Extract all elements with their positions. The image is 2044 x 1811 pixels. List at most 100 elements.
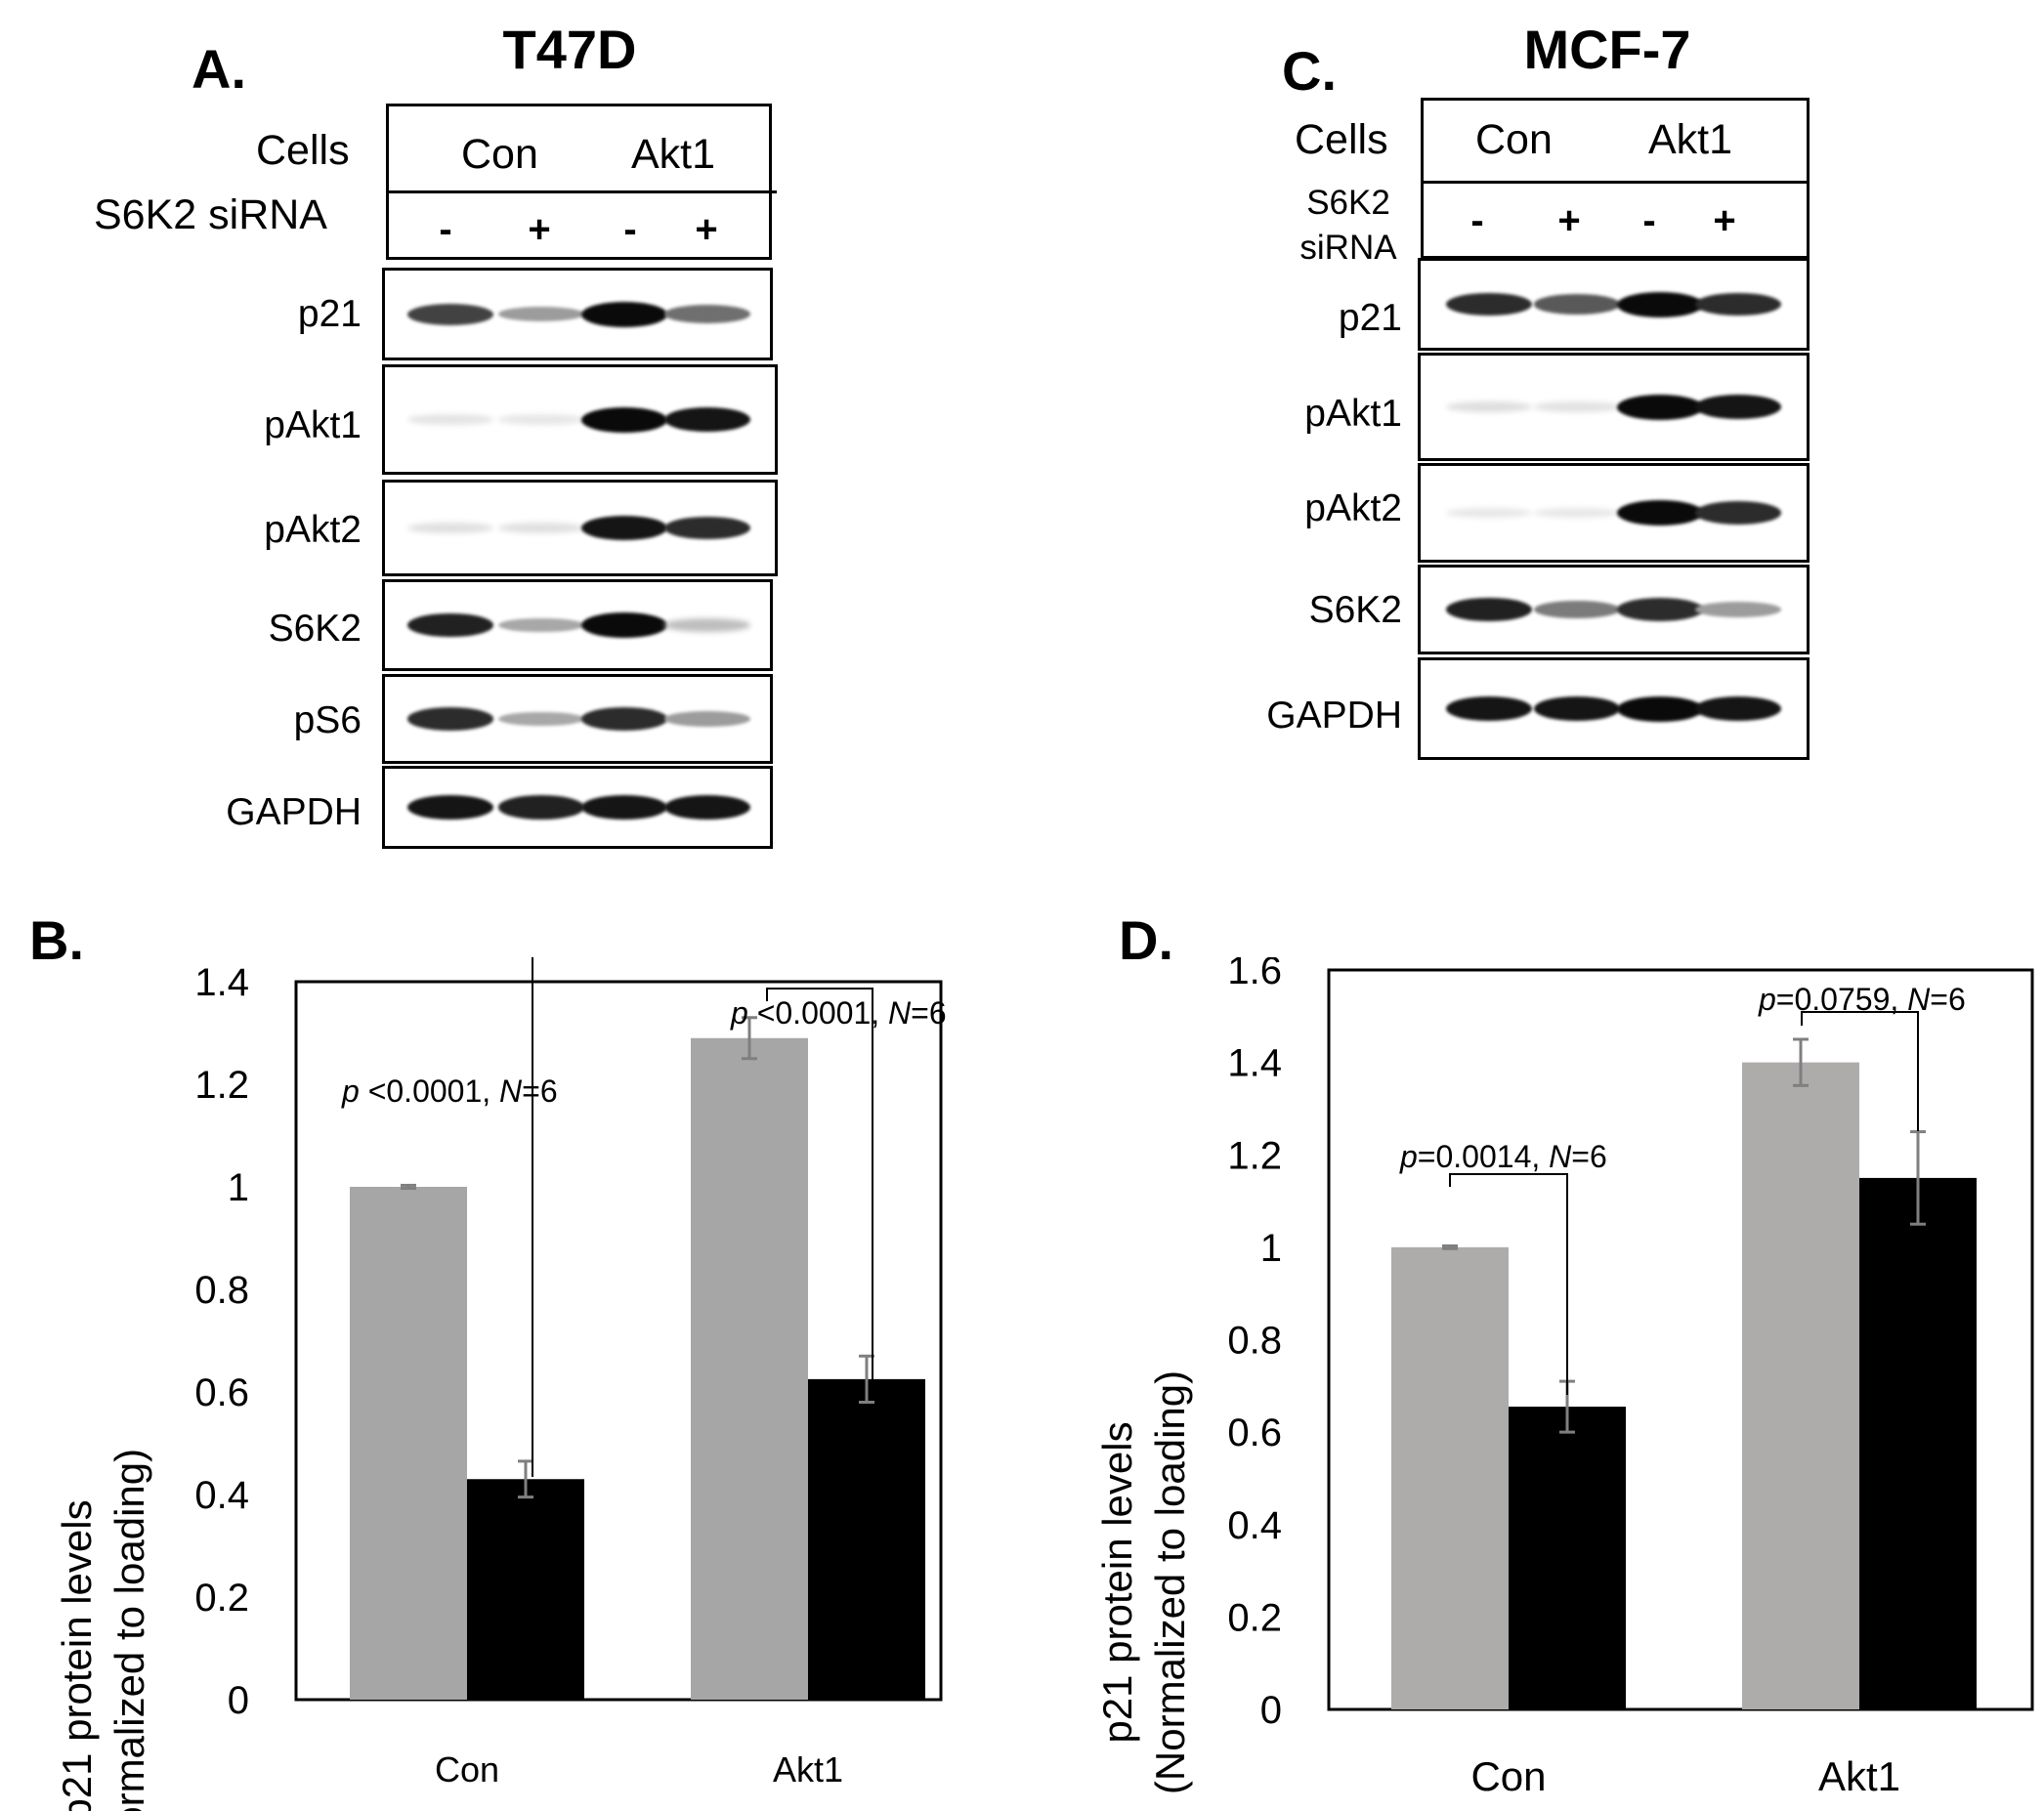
blot-band <box>581 707 667 731</box>
blot-band <box>1446 507 1532 519</box>
panel-c-row-label-p21: p21 <box>1338 297 1402 339</box>
panel-c-blot-gapdh <box>1418 657 1810 760</box>
panel-a-lane1-sign: - <box>439 208 452 251</box>
panel-a-blot-pakt2 <box>382 480 778 576</box>
blot-band <box>1617 500 1703 526</box>
panel-a-row-label-ps6: pS6 <box>293 699 362 741</box>
n-value: =6 <box>1930 982 1965 1017</box>
panel-a-group-con: Con <box>461 131 538 178</box>
panel-a-lane2-sign: + <box>528 208 551 251</box>
panel-c-row-label-pakt2: pAkt2 <box>1304 487 1402 529</box>
y-tick-label: 1.2 <box>194 1064 249 1107</box>
x-category-label: Con <box>1470 1753 1546 1799</box>
blot-band <box>1534 695 1620 722</box>
p-value: <0.0001, <box>748 995 888 1031</box>
blot-band <box>498 306 584 322</box>
chart-d-ylabel-line1: p21 protein levels <box>1094 1421 1140 1743</box>
chart-d-ylabel-line2: (Normalized to loading) <box>1147 1370 1193 1794</box>
p-symbol: p <box>1399 1139 1418 1174</box>
panel-a-row-label-p21: p21 <box>297 293 362 335</box>
bar <box>808 1378 925 1700</box>
panel-a-sirna-label: S6K2 siRNA <box>94 191 327 238</box>
blot-band <box>407 414 493 425</box>
chart-d: 0 0.2 0.4 0.6 0.8 1 1.2 1.4 1.6 Con Akt1 p=0.0014, … <box>1094 957 2034 1799</box>
blot-band <box>664 305 750 323</box>
p-value-annotation: p <0.0001, N=6 <box>730 995 947 1031</box>
p-value: =0.0014, <box>1418 1139 1549 1174</box>
panel-c-lane2-sign: + <box>1557 199 1581 242</box>
p-value: =0.0759, <box>1776 982 1907 1017</box>
y-tick-label: 1.6 <box>1227 957 1282 992</box>
blot-band <box>1617 695 1703 722</box>
blot-band <box>407 523 493 533</box>
blot-band <box>1446 597 1532 622</box>
y-tick-label: 0.6 <box>194 1371 249 1414</box>
y-tick-label: 1 <box>228 1166 249 1209</box>
panel-b-label: B. <box>29 909 84 971</box>
x-category-label: Akt1 <box>1818 1753 1900 1799</box>
panel-c-row-label-gapdh: GAPDH <box>1266 695 1402 737</box>
error-bar <box>742 1016 757 1061</box>
n-symbol: N <box>1549 1139 1572 1174</box>
panel-c-blot-s6k2 <box>1418 565 1810 654</box>
panel-a-title: T47D <box>502 19 637 80</box>
n-symbol: N <box>499 1074 523 1109</box>
panel-c-lane1-sign: - <box>1470 199 1484 242</box>
p-value-annotation: p=0.0014, N=6 <box>1399 1139 1607 1174</box>
n-value: =6 <box>911 995 946 1031</box>
blot-band <box>1534 294 1620 315</box>
panel-c-blot-pakt2 <box>1418 463 1810 563</box>
panel-c-cells-label: Cells <box>1295 116 1388 163</box>
panel-c-sirna-line2: siRNA <box>1299 229 1397 267</box>
n-value: =6 <box>522 1074 557 1109</box>
y-tick-label: 0 <box>1260 1689 1282 1732</box>
panel-d-label: D. <box>1119 909 1173 971</box>
blot-band <box>1695 394 1781 420</box>
blot-band <box>1446 401 1532 412</box>
y-tick-label: 0.6 <box>1227 1411 1282 1454</box>
panel-a-row-label-pakt2: pAkt2 <box>264 509 362 551</box>
chart-b-frame <box>294 980 943 1702</box>
blot-band <box>498 711 584 727</box>
y-tick-label: 1.4 <box>194 961 249 1004</box>
error-bar <box>1793 1037 1809 1087</box>
blot-band <box>664 406 750 433</box>
blot-band <box>1695 501 1781 525</box>
blot-band <box>498 617 584 633</box>
blot-band <box>498 523 584 533</box>
panel-c-sirna-label: S6K2 siRNA <box>1290 181 1407 271</box>
bar <box>691 1037 808 1700</box>
p-symbol: p <box>1758 982 1776 1017</box>
panel-a-blot-p21 <box>382 268 773 360</box>
blot-band <box>1695 695 1781 722</box>
panel-a-blot-ps6 <box>382 674 773 764</box>
y-tick-label: 0.4 <box>1227 1504 1282 1547</box>
panel-c-row-label-s6k2: S6K2 <box>1308 589 1402 631</box>
significance-bracket <box>1801 1011 1919 1131</box>
bar <box>1391 1246 1509 1709</box>
panel-c-group-akt1: Akt1 <box>1648 116 1733 163</box>
significance-bracket <box>766 988 873 1389</box>
blot-band <box>1534 601 1620 618</box>
bar <box>1509 1407 1626 1709</box>
significance-bracket <box>532 957 533 1477</box>
y-tick-label: 0.8 <box>1227 1320 1282 1363</box>
y-tick-label: 0.2 <box>1227 1596 1282 1639</box>
chart-d-frame <box>1327 968 2034 1711</box>
blot-band <box>407 794 493 821</box>
error-bar <box>518 1459 533 1499</box>
n-value: =6 <box>1571 1139 1606 1174</box>
blot-band <box>664 516 750 540</box>
bar <box>1742 1062 1859 1709</box>
blot-band <box>581 612 667 638</box>
panel-c-sirna-line1: S6K2 <box>1306 184 1390 222</box>
blot-band <box>664 618 750 632</box>
p-value: <0.0001, <box>360 1074 499 1109</box>
p-symbol: p <box>341 1074 360 1109</box>
panel-a-lane3-sign: - <box>623 208 637 251</box>
blot-band <box>581 301 667 327</box>
blot-band <box>407 707 493 731</box>
panel-c-blot-pakt1 <box>1418 353 1810 461</box>
